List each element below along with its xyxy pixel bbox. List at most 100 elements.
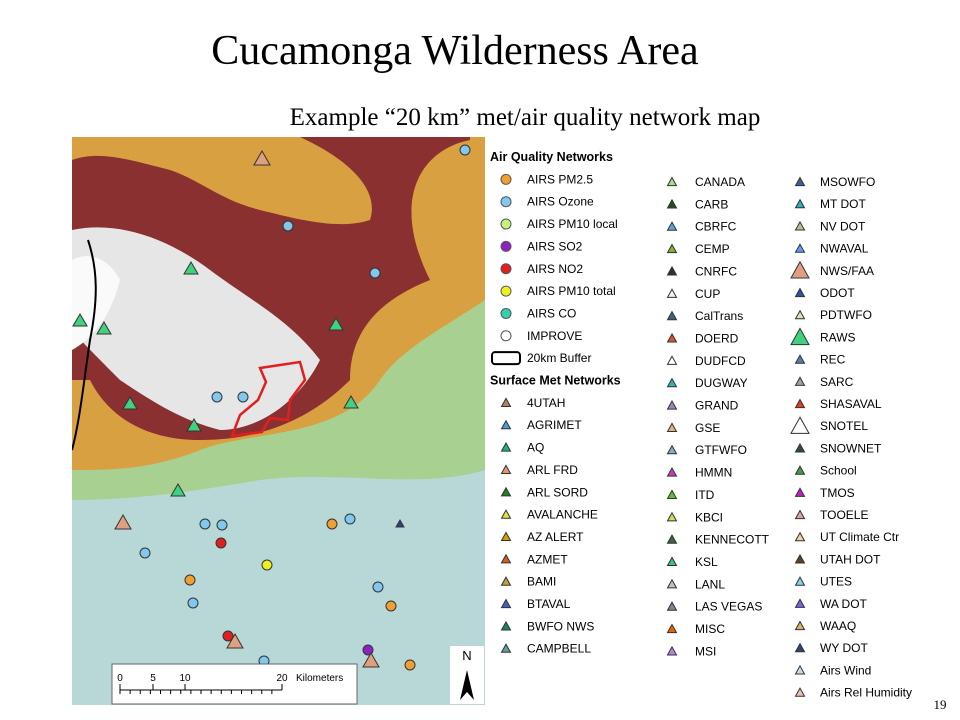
scale-unit: Kilometers (296, 673, 343, 684)
legend-label: TOOELE (820, 508, 868, 522)
buffer-line (72, 239, 97, 451)
legend-label: KBCI (695, 510, 723, 524)
station (122, 396, 138, 410)
wilderness-boundary (230, 360, 307, 438)
legend-symbol (500, 419, 512, 430)
legend-symbol (500, 553, 512, 564)
legend-symbol (500, 643, 512, 653)
legend-heading: Air Quality Networks (490, 150, 613, 164)
legend-symbol (794, 287, 806, 298)
legend-symbol (794, 664, 806, 675)
legend-label: BWFO NWS (527, 619, 594, 633)
legend-label: DUDFCD (695, 354, 746, 368)
station (187, 597, 199, 609)
stations (72, 144, 471, 671)
legend-label: LAS VEGAS (695, 600, 762, 614)
legend-label: Airs Rel Humidity (820, 686, 912, 700)
legend-symbol (794, 642, 806, 653)
legend-symbol (794, 176, 806, 187)
station (261, 559, 273, 571)
legend-label: GRAND (695, 399, 739, 413)
legend-symbol (794, 198, 806, 209)
legend-symbol (794, 309, 806, 320)
title: Cucamonga Wilderness Area (211, 28, 699, 74)
page-number: 19 (934, 697, 947, 712)
legend-symbol (794, 553, 806, 564)
legend-label: AIRS CO (527, 306, 576, 320)
legend-symbol (500, 307, 512, 319)
legend-label: Airs Wind (820, 663, 871, 677)
scale-label: 0 (117, 673, 123, 684)
legend-label: BAMI (527, 575, 556, 589)
legend-label: UT Climate Ctr (820, 530, 899, 544)
legend-symbol (794, 531, 806, 542)
legend-symbol (666, 645, 678, 656)
legend-label: CARB (695, 197, 728, 211)
legend-label: NWAVAL (820, 242, 869, 256)
legend-symbol (500, 442, 512, 452)
station (362, 651, 380, 668)
station (184, 574, 196, 586)
station (343, 395, 359, 409)
station (170, 483, 186, 497)
legend-symbol (666, 578, 678, 589)
legend-symbol (500, 218, 512, 230)
legend-symbol (500, 397, 512, 407)
legend-label: GTFWFO (695, 443, 747, 457)
station (395, 518, 405, 528)
legend-symbol (500, 285, 512, 297)
legend-symbol (500, 196, 512, 208)
legend-label: LANL (695, 577, 725, 591)
legend-symbol (666, 198, 678, 209)
legend-label: AGRIMET (527, 418, 582, 432)
legend-label: IMPROVE (527, 329, 582, 343)
legend-label: CalTrans (695, 309, 743, 323)
legend-label: CUP (695, 287, 720, 301)
legend-symbol (500, 598, 512, 609)
legend-symbol (666, 467, 678, 477)
legend-symbol (666, 511, 678, 522)
legend-symbol (794, 376, 806, 386)
legend-symbol (794, 398, 806, 409)
upper-foothills (72, 137, 372, 225)
legend-label: CAMPBELL (527, 642, 591, 656)
station (459, 144, 471, 156)
legend-label: AIRS PM2.5 (527, 172, 593, 186)
legend-symbol (500, 330, 512, 342)
station (199, 518, 211, 530)
legend-label: CANADA (695, 175, 745, 189)
legend-label: UTAH DOT (820, 552, 881, 566)
station (362, 644, 374, 656)
legend-symbol (666, 176, 678, 187)
legend-symbol (491, 351, 521, 366)
legend-symbol (790, 416, 810, 434)
legend-label: AZMET (527, 552, 568, 566)
legend-label: WAAQ (820, 619, 856, 633)
legend-symbol (790, 327, 810, 346)
legend-label: MT DOT (820, 197, 866, 211)
station (226, 632, 244, 649)
legend-symbol (666, 221, 678, 231)
legend-symbol (666, 332, 678, 343)
legend-symbol (794, 487, 806, 497)
legend-label: RAWS (820, 330, 856, 344)
legend-symbol (666, 489, 678, 499)
legend-label: PDTWFO (820, 308, 872, 322)
station (372, 581, 384, 593)
legend-label: KENNECOTT (695, 533, 770, 547)
legend-symbol (666, 556, 678, 567)
legend-label: CNRFC (695, 264, 737, 278)
legend-label: ARL SORD (527, 485, 588, 499)
station (326, 518, 338, 530)
station (222, 630, 234, 642)
legend-symbol (794, 465, 806, 475)
legend-label: WA DOT (820, 597, 868, 611)
legend-label: GSE (695, 421, 720, 435)
station (253, 149, 271, 166)
north-arrow: N (450, 646, 484, 704)
legend-label: AQ (527, 441, 544, 455)
legend-symbol (500, 173, 512, 185)
legend-symbol (794, 598, 806, 608)
legend-symbol (666, 399, 678, 410)
legend-label: NWS/FAA (820, 264, 874, 278)
